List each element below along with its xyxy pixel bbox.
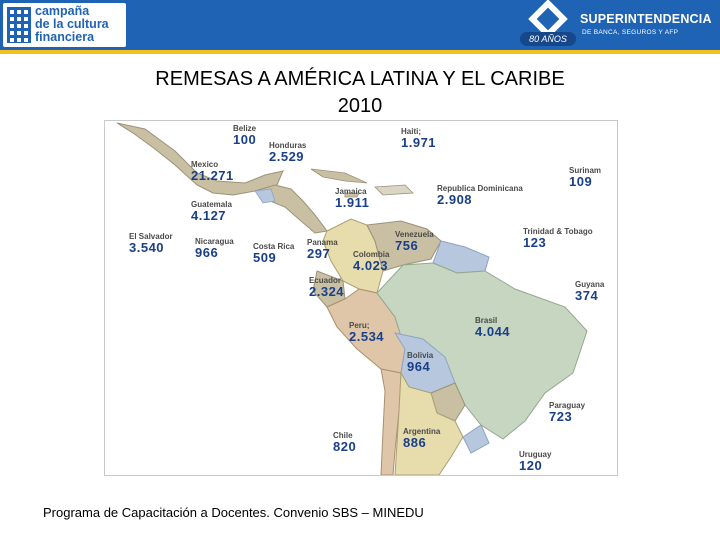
country-value: 4.127 xyxy=(191,208,227,223)
country-name: Guatemala xyxy=(191,200,232,209)
country-value: 109 xyxy=(569,174,593,189)
country-value: 509 xyxy=(253,250,277,265)
country-value: 756 xyxy=(395,238,419,253)
label-haiti: Haiti; 1.971 xyxy=(401,127,436,150)
country-venezuela xyxy=(366,220,442,272)
country-value: 723 xyxy=(549,409,573,424)
label-brasil: Brasil 4.044 xyxy=(475,316,510,339)
country-value: 297 xyxy=(307,246,331,261)
country-value: 374 xyxy=(575,288,599,303)
country-value: 4.044 xyxy=(475,324,511,339)
label-chile: Chile 820 xyxy=(333,431,356,454)
sbs-name: SUPERINTENDENCIA xyxy=(580,12,712,26)
country-name: Honduras xyxy=(269,141,307,150)
map-graphic xyxy=(116,122,588,475)
country-value: 2.534 xyxy=(349,329,385,344)
country-name: Republica Dominicana xyxy=(437,184,523,193)
label-bolivia: Bolivia 964 xyxy=(407,351,433,374)
country-value: 21.271 xyxy=(191,168,234,183)
label-guyana: Guyana 374 xyxy=(575,280,604,303)
label-argentina: Argentina 886 xyxy=(403,427,440,450)
country-value: 886 xyxy=(403,435,427,450)
label-surinam: Surinam 109 xyxy=(569,166,601,189)
title-line-2: 2010 xyxy=(337,95,383,117)
campaign-logo: campaña de la cultura financiera xyxy=(3,3,126,47)
country-name: Guyana xyxy=(575,280,605,289)
campaign-logo-icon xyxy=(7,7,31,43)
label-ecuador: Ecuador 2.324 xyxy=(309,276,344,299)
country-value: 2.324 xyxy=(309,284,345,299)
country-value: 1.971 xyxy=(401,135,437,150)
label-paraguay: Paraguay 723 xyxy=(549,401,585,424)
label-uruguay: Uruguay 120 xyxy=(519,450,551,473)
country-name: Jamaica xyxy=(335,187,367,196)
title-line-1: REMESAS A AMÉRICA LATINA Y EL CARIBE xyxy=(155,68,565,90)
country-name: Surinam xyxy=(569,166,602,175)
country-name: Paraguay xyxy=(549,401,586,410)
label-panama: Panama 297 xyxy=(307,238,338,261)
campaign-logo-text: campaña de la cultura financiera xyxy=(35,4,109,44)
country-name: Colombia xyxy=(353,250,390,259)
country-name: Trinidad & Tobago xyxy=(523,227,593,236)
label-jamaica: Jamaica 1.911 xyxy=(335,187,369,210)
country-value: 120 xyxy=(519,458,543,473)
country-name: Panama xyxy=(307,238,338,247)
anniversary-badge: 80 AÑOS xyxy=(520,32,576,46)
label-honduras: Honduras 2.529 xyxy=(269,141,306,164)
remittances-map: Belize 100 Honduras 2.529 Haiti; 1.971 Suri… xyxy=(104,120,618,476)
label-belize: Belize 100 xyxy=(233,124,256,147)
country-value: 3.540 xyxy=(129,240,165,255)
country-name: Peru; xyxy=(349,321,370,330)
country-value: 4.023 xyxy=(353,258,389,273)
label-el-salvador: El Salvador 3.540 xyxy=(129,232,173,255)
country-value: 964 xyxy=(407,359,431,374)
country-name: Haiti; xyxy=(401,127,421,136)
label-colombia: Colombia 4.023 xyxy=(353,250,389,273)
country-name: Nicaragua xyxy=(195,237,234,246)
country-value: 820 xyxy=(333,439,357,454)
country-name: Ecuador xyxy=(309,276,342,285)
label-peru: Peru; 2.534 xyxy=(349,321,384,344)
country-name: Chile xyxy=(333,431,353,440)
country-guatemala xyxy=(254,188,276,204)
island-jamaica xyxy=(344,192,360,198)
label-costa-rica: Costa Rica 509 xyxy=(253,242,294,265)
country-value: 2.529 xyxy=(269,149,305,164)
label-nicaragua: Nicaragua 966 xyxy=(195,237,234,260)
label-trinidad-tobago: Trinidad & Tobago 123 xyxy=(523,227,593,250)
label-republica-dominicana: Republica Dominicana 2.908 xyxy=(437,184,523,207)
country-value: 2.908 xyxy=(437,192,473,207)
country-name: Brasil xyxy=(475,316,498,325)
country-name: Belize xyxy=(233,124,257,133)
sbs-logo: 80 AÑOS SUPERINTENDENCIA DE BANCA, SEGUR… xyxy=(518,0,718,48)
island-cuba xyxy=(310,168,368,184)
header-divider xyxy=(0,50,720,54)
country-value: 1.911 xyxy=(335,195,370,210)
country-name: Uruguay xyxy=(519,450,552,459)
country-mexico xyxy=(116,122,284,196)
country-name: Argentina xyxy=(403,427,441,436)
country-uruguay xyxy=(462,424,490,454)
country-name: El Salvador xyxy=(129,232,173,241)
island-hispaniola xyxy=(374,184,414,196)
country-name: Costa Rica xyxy=(253,242,295,251)
slide-title: REMESAS A AMÉRICA LATINA Y EL CARIBE 201… xyxy=(60,66,660,120)
label-mexico: Mexico 21.271 xyxy=(191,160,234,183)
country-value: 123 xyxy=(523,235,547,250)
country-name: Mexico xyxy=(191,160,219,169)
country-name: Venezuela xyxy=(395,230,434,239)
country-name: Bolivia xyxy=(407,351,434,360)
sbs-subtitle: DE BANCA, SEGUROS Y AFP xyxy=(582,29,679,36)
header-bar: campaña de la cultura financiera 80 AÑOS… xyxy=(0,0,720,50)
label-venezuela: Venezuela 756 xyxy=(395,230,434,253)
footer-caption: Programa de Capacitación a Docentes. Con… xyxy=(43,505,424,520)
label-guatemala: Guatemala 4.127 xyxy=(191,200,232,223)
country-value: 100 xyxy=(233,132,257,147)
country-value: 966 xyxy=(195,245,219,260)
